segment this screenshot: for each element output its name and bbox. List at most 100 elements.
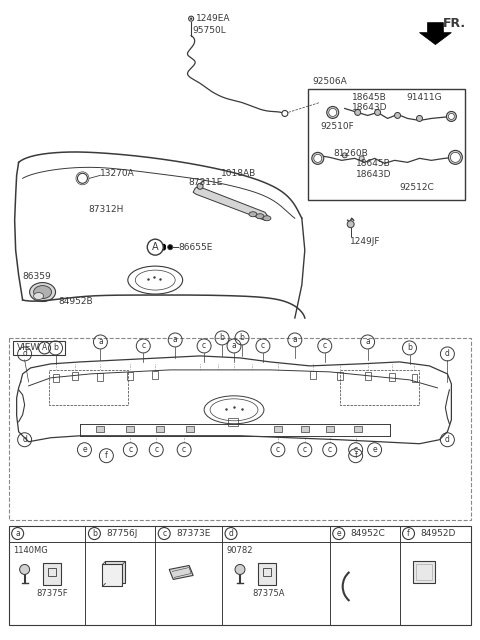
Circle shape bbox=[448, 113, 455, 120]
Text: c: c bbox=[323, 342, 327, 351]
Circle shape bbox=[314, 154, 322, 163]
Text: A: A bbox=[152, 242, 158, 252]
Polygon shape bbox=[169, 566, 193, 579]
Text: 18645B: 18645B bbox=[356, 159, 390, 168]
Text: b: b bbox=[220, 333, 225, 342]
Text: a: a bbox=[98, 337, 103, 346]
Circle shape bbox=[168, 244, 173, 250]
Circle shape bbox=[20, 564, 30, 575]
Circle shape bbox=[147, 239, 163, 255]
Text: b: b bbox=[53, 344, 58, 353]
Bar bbox=[228, 418, 238, 426]
Circle shape bbox=[197, 183, 203, 189]
Circle shape bbox=[374, 109, 381, 115]
Text: d: d bbox=[22, 435, 27, 444]
Bar bbox=[12, 341, 64, 355]
Text: 87311E: 87311E bbox=[188, 179, 223, 188]
Polygon shape bbox=[420, 22, 451, 45]
Text: 87756J: 87756J bbox=[107, 529, 138, 538]
Bar bbox=[274, 426, 282, 432]
Text: 92512C: 92512C bbox=[399, 183, 434, 192]
Bar bbox=[126, 426, 134, 432]
Circle shape bbox=[329, 108, 336, 116]
Bar bbox=[413, 561, 435, 584]
Text: 81260B: 81260B bbox=[334, 149, 369, 158]
Text: b: b bbox=[240, 333, 244, 342]
Text: 84952B: 84952B bbox=[59, 297, 93, 306]
Text: f: f bbox=[105, 451, 108, 460]
Ellipse shape bbox=[249, 212, 257, 217]
Bar bbox=[43, 563, 60, 586]
Text: b: b bbox=[407, 344, 412, 353]
Text: a: a bbox=[15, 529, 20, 538]
Circle shape bbox=[190, 17, 192, 20]
Text: 13270A: 13270A bbox=[100, 170, 135, 179]
Circle shape bbox=[77, 173, 87, 183]
Circle shape bbox=[189, 16, 193, 21]
Text: 1249EA: 1249EA bbox=[196, 13, 230, 22]
Circle shape bbox=[355, 109, 360, 115]
Text: 95750L: 95750L bbox=[192, 26, 226, 35]
Bar bbox=[96, 426, 104, 432]
Polygon shape bbox=[193, 186, 268, 220]
Text: 18645B: 18645B bbox=[352, 93, 386, 102]
Circle shape bbox=[327, 106, 339, 118]
Text: 92510F: 92510F bbox=[321, 122, 355, 131]
Circle shape bbox=[282, 111, 288, 116]
Bar bbox=[156, 426, 164, 432]
FancyArrow shape bbox=[160, 244, 165, 250]
Text: 91411G: 91411G bbox=[407, 93, 442, 102]
Text: 87373E: 87373E bbox=[176, 529, 211, 538]
Text: f: f bbox=[354, 451, 357, 460]
Text: c: c bbox=[354, 445, 358, 454]
Bar bbox=[52, 374, 59, 382]
Bar bbox=[102, 564, 122, 586]
Bar bbox=[389, 373, 395, 381]
Ellipse shape bbox=[256, 214, 264, 219]
Text: c: c bbox=[128, 445, 132, 454]
Bar bbox=[326, 426, 334, 432]
Text: 90782: 90782 bbox=[226, 545, 252, 554]
Text: a: a bbox=[173, 335, 178, 344]
Circle shape bbox=[235, 564, 245, 575]
Bar bbox=[308, 88, 465, 200]
Text: d: d bbox=[445, 435, 450, 444]
Bar bbox=[336, 372, 343, 380]
Text: A: A bbox=[42, 344, 47, 353]
Bar bbox=[152, 371, 158, 379]
Text: e: e bbox=[82, 445, 87, 454]
Text: c: c bbox=[154, 445, 158, 454]
Text: VIEW: VIEW bbox=[17, 343, 40, 352]
Text: b: b bbox=[92, 529, 97, 538]
Bar bbox=[97, 373, 103, 381]
Text: e: e bbox=[336, 529, 341, 538]
Ellipse shape bbox=[263, 216, 271, 221]
Ellipse shape bbox=[34, 292, 44, 300]
Bar bbox=[9, 525, 471, 625]
Text: a: a bbox=[365, 337, 370, 346]
Bar bbox=[354, 426, 361, 432]
Text: a: a bbox=[292, 335, 297, 344]
Bar bbox=[186, 426, 194, 432]
Bar bbox=[48, 568, 56, 577]
Text: 87375F: 87375F bbox=[36, 589, 68, 598]
Text: 1140MG: 1140MG bbox=[12, 545, 48, 554]
Bar bbox=[417, 564, 432, 580]
Text: 84952C: 84952C bbox=[351, 529, 385, 538]
Text: 87375A: 87375A bbox=[252, 589, 285, 598]
Circle shape bbox=[342, 153, 347, 158]
Circle shape bbox=[450, 152, 460, 163]
Text: c: c bbox=[276, 445, 280, 454]
Ellipse shape bbox=[34, 285, 51, 298]
Text: c: c bbox=[141, 342, 145, 351]
Text: 86359: 86359 bbox=[23, 272, 51, 281]
Text: c: c bbox=[182, 445, 186, 454]
Text: f: f bbox=[407, 529, 410, 538]
Text: d: d bbox=[22, 349, 27, 358]
Text: 92506A: 92506A bbox=[313, 77, 348, 86]
Bar bbox=[48, 370, 128, 405]
Bar bbox=[411, 374, 418, 382]
Bar bbox=[72, 372, 78, 380]
Text: 86655E: 86655E bbox=[178, 243, 213, 252]
Text: FR.: FR. bbox=[443, 17, 466, 29]
